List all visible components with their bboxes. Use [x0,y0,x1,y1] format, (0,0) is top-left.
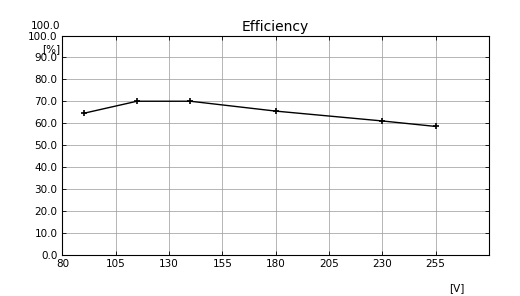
Title: Efficiency: Efficiency [242,20,309,34]
Text: [V]: [V] [449,283,464,293]
Text: 100.0: 100.0 [31,21,60,31]
Text: [%]: [%] [42,44,60,54]
